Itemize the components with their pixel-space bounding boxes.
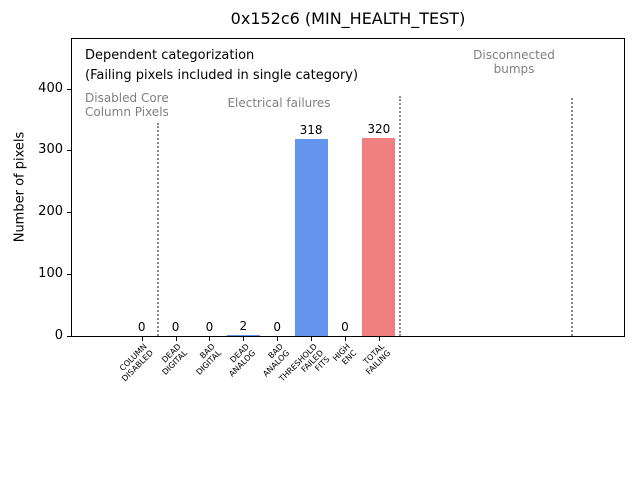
y-tick-label: 100 — [38, 266, 63, 282]
chart-title: 0x152c6 (MIN_HEALTH_TEST) — [230, 9, 466, 28]
y-tick-label: 0 — [54, 328, 63, 343]
x-tick-mark — [378, 337, 380, 341]
bar-value-label: 0 — [137, 320, 146, 334]
x-tick-label: HIGH ENC — [331, 342, 359, 367]
y-tick-label: 200 — [38, 204, 63, 220]
bar-value-label: 0 — [205, 320, 214, 334]
x-tick-mark — [175, 337, 177, 341]
bar — [362, 138, 396, 336]
bar-value-label: 2 — [239, 318, 248, 333]
bar-value-label: 318 — [299, 123, 323, 138]
x-axis: COLUMN DISABLED DEAD DIGITAL BAD DIGITAL DE… — [71, 337, 625, 407]
x-tick-mark — [277, 337, 279, 341]
annotation: Disconnected bumps — [473, 48, 555, 76]
y-tick-mark — [67, 88, 71, 90]
x-tick-mark — [209, 337, 211, 341]
y-tick-mark — [67, 212, 71, 214]
y-tick-label: 400 — [38, 80, 63, 96]
x-tick-label: COLUMN DISABLED — [118, 342, 156, 384]
x-tick-label: DEAD ANALOG — [226, 342, 258, 379]
x-tick-mark — [344, 337, 346, 341]
bar-value-label: 0 — [171, 320, 180, 334]
y-tick-label: 300 — [38, 142, 63, 158]
x-tick-mark — [311, 337, 313, 341]
bar-value-label: 320 — [367, 122, 391, 136]
y-axis: 0 100 200 300 400 — [0, 0, 71, 480]
separator-line — [571, 98, 574, 336]
y-tick-mark — [67, 274, 71, 276]
bar — [294, 139, 328, 336]
annotation: Electrical failures — [227, 96, 331, 110]
annotation: (Failing pixels included in single categ… — [85, 68, 359, 83]
plot-area: 0 0 0 2 0 318 0 320 Dependent categorization (Fai… — [71, 38, 625, 337]
x-tick-mark — [141, 337, 143, 341]
x-tick-label: DEAD DIGITAL — [160, 342, 190, 377]
y-tick-mark — [67, 150, 71, 152]
annotation: Disabled Core Column Pixels — [85, 91, 169, 119]
x-tick-label: TOTAL FAILING — [361, 342, 393, 377]
bar-value-label: 0 — [341, 320, 349, 334]
annotation: Dependent categorization — [85, 48, 255, 63]
x-tick-label: BAD DIGITAL — [194, 342, 224, 377]
separator-line — [398, 96, 401, 336]
y-tick-mark — [67, 336, 71, 337]
bar — [226, 334, 260, 336]
separator-line — [156, 123, 159, 336]
bar-value-label: 0 — [273, 320, 282, 334]
x-tick-mark — [243, 337, 245, 341]
